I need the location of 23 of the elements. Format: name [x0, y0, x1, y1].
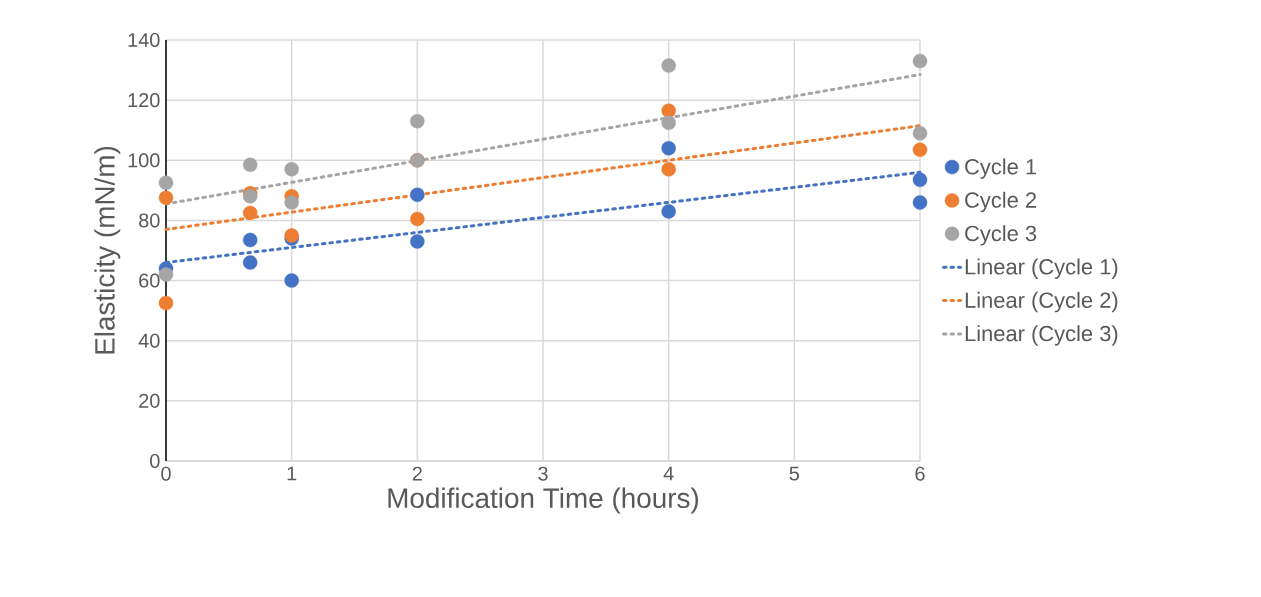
x-tick-label: 0 [161, 466, 171, 481]
x-tick-label: 3 [538, 466, 548, 481]
x-axis-title: Modification Time (hours) [388, 487, 699, 514]
y-tick-label: 140 [128, 32, 160, 48]
x-tick-label: 4 [663, 466, 674, 481]
x-tick-label: 2 [412, 466, 422, 481]
x-tick-label: 6 [915, 466, 925, 481]
legend-label: Linear (Cycle 3) [965, 325, 1118, 346]
legend-label: Linear (Cycle 1) [965, 258, 1118, 279]
legend-label: Cycle 3 [965, 225, 1037, 246]
y-tick-label: 100 [128, 153, 160, 168]
x-tick-label: 1 [287, 466, 297, 481]
y-tick-label: 40 [138, 333, 160, 348]
y-tick-label: 80 [139, 213, 160, 228]
y-axis-title: Elasticity (mN/m) [94, 146, 121, 354]
y-tick-label: 20 [139, 393, 160, 408]
legend-label: Linear (Cycle 2) [965, 291, 1118, 313]
y-tick-label: 0 [150, 453, 160, 469]
x-tick-label: 5 [789, 466, 800, 481]
y-tick-label: 60 [139, 273, 160, 288]
legend-label: Cycle 1 [965, 158, 1037, 179]
legend-label: Cycle 2 [965, 191, 1036, 213]
y-tick-label: 120 [128, 93, 160, 108]
